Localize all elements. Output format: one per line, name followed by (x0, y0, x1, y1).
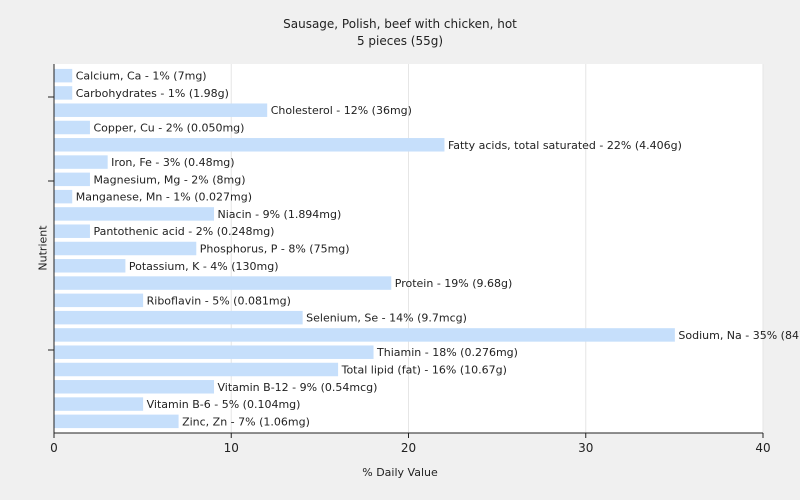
bar (54, 138, 445, 152)
bar (54, 328, 675, 342)
bar-label: Vitamin B-6 - 5% (0.104mg) (147, 398, 301, 411)
bar-label: Manganese, Mn - 1% (0.027mg) (76, 191, 252, 204)
bar-label: Carbohydrates - 1% (1.98g) (76, 87, 229, 100)
bar-label: Thiamin - 18% (0.276mg) (376, 346, 518, 359)
x-axis-label: % Daily Value (362, 466, 438, 479)
bar (54, 68, 73, 83)
bar-label: Potassium, K - 4% (130mg) (129, 260, 279, 273)
bar (54, 155, 108, 169)
bar-label: Zinc, Zn - 7% (1.06mg) (182, 415, 310, 428)
bar-label: Magnesium, Mg - 2% (8mg) (93, 173, 245, 186)
bar-label: Cholesterol - 12% (36mg) (271, 104, 412, 117)
bar (54, 276, 392, 290)
x-tick-label: 10 (224, 441, 239, 455)
bar (54, 310, 303, 325)
bar-label: Selenium, Se - 14% (9.7mcg) (306, 312, 467, 325)
bar (54, 241, 197, 256)
bar (54, 207, 215, 221)
bar (54, 345, 374, 359)
bar-label: Iron, Fe - 3% (0.48mg) (111, 156, 234, 169)
bar (54, 224, 90, 238)
chart-subtitle: 5 pieces (55g) (356, 34, 444, 48)
x-tick-label: 40 (755, 441, 770, 455)
chart-title: Sausage, Polish, beef with chicken, hot (283, 17, 517, 31)
bar-label: Calcium, Ca - 1% (7mg) (76, 70, 207, 83)
bar (54, 259, 126, 273)
bar (54, 414, 179, 429)
bar-label: Niacin - 9% (1.894mg) (218, 208, 342, 221)
bar-label: Copper, Cu - 2% (0.050mg) (93, 122, 244, 135)
bar-label: Pantothenic acid - 2% (0.248mg) (93, 225, 274, 238)
bar-label: Riboflavin - 5% (0.081mg) (147, 294, 291, 307)
x-tick-label: 20 (401, 441, 416, 455)
bar (54, 293, 144, 308)
x-tick-label: 0 (50, 441, 58, 455)
bar (54, 172, 90, 187)
bar (54, 86, 73, 100)
bar (54, 103, 268, 117)
bar (54, 362, 339, 377)
bar-label: Vitamin B-12 - 9% (0.54mcg) (218, 381, 378, 394)
bar (54, 397, 144, 411)
bar-label: Total lipid (fat) - 16% (10.67g) (341, 364, 507, 377)
bar-label: Phosphorus, P - 8% (75mg) (200, 243, 350, 256)
bar (54, 380, 215, 394)
bar (54, 189, 73, 204)
bar-label: Sodium, Na - 35% (847mg) (678, 329, 800, 342)
bar (54, 120, 90, 135)
x-tick-label: 30 (578, 441, 593, 455)
bar-label: Protein - 19% (9.68g) (395, 277, 513, 290)
bar-label: Fatty acids, total saturated - 22% (4.40… (448, 139, 682, 152)
